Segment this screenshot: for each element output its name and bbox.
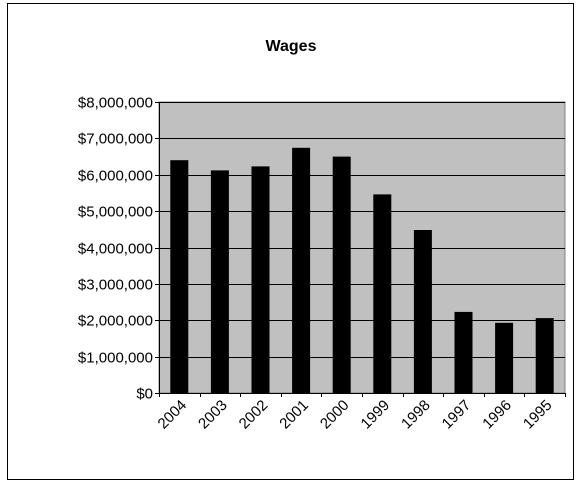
bar-2000 [332, 156, 351, 393]
bar-2003 [210, 170, 229, 393]
x-tick-label: 2000 [317, 397, 353, 433]
bar-1997 [454, 311, 473, 393]
y-tick-label: $0 [136, 386, 153, 403]
x-tick-label: 1999 [358, 397, 394, 433]
y-axis-ticks: $0 $1,000,000 $2,000,000 $3,000,000 $4,000,0… [78, 95, 159, 403]
bar-2001 [292, 147, 311, 393]
x-tick-label: 1998 [398, 397, 434, 433]
y-tick-label: $1,000,000 [78, 350, 153, 367]
y-tick-label: $8,000,000 [78, 95, 153, 112]
x-tick-label: 2002 [236, 397, 272, 433]
bar-2002 [251, 166, 270, 393]
x-tick-label: 1997 [439, 397, 475, 433]
y-tick-label: $2,000,000 [78, 313, 153, 330]
x-tick-label: 2003 [195, 397, 231, 433]
bars [170, 147, 554, 393]
bar-1999 [373, 194, 392, 393]
bar-1996 [495, 322, 514, 393]
x-tick-label: 1995 [520, 397, 556, 433]
bar-1995 [535, 318, 554, 393]
y-tick-label: $6,000,000 [78, 168, 153, 185]
y-tick-label: $4,000,000 [78, 241, 153, 258]
y-tick-label: $7,000,000 [78, 131, 153, 148]
y-tick-label: $5,000,000 [78, 204, 153, 221]
x-axis-ticks: 2004 2003 2002 2001 2000 1999 1998 1997 1996 1995 [155, 393, 566, 432]
x-tick-label: 1996 [479, 397, 515, 433]
bar-1998 [413, 230, 432, 393]
x-tick-label: 2001 [276, 397, 312, 433]
chart-title: Wages [266, 38, 317, 55]
y-tick-label: $3,000,000 [78, 277, 153, 294]
x-tick-label: 2004 [155, 397, 191, 433]
bar-2004 [170, 160, 189, 393]
